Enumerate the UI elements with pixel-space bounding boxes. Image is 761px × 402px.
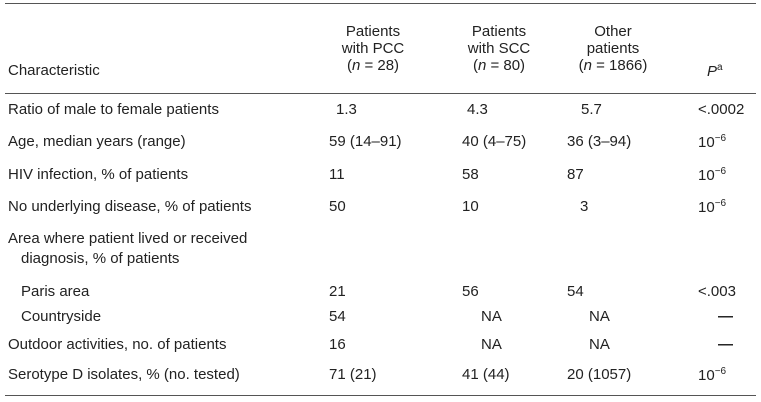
table-header-rule [5,93,756,94]
cell-p: — [718,336,733,353]
cell-p: 10−6 [698,133,727,151]
header-scc: Patients with SCC (n = 80) [444,23,554,74]
row-label: HIV infection, % of patients [8,166,189,183]
header-other-line2: patients [586,40,640,57]
header-scc-n: (n = 80) [472,57,526,74]
cell-pcc: 21 [329,283,346,300]
cell-pcc: 59 (14–91) [329,133,402,150]
header-other: Other patients (n = 1866) [548,23,678,74]
cell-p: <.0002 [698,101,745,118]
row-label: Ratio of male to female patients [8,101,219,118]
row-label: Age, median years (range) [8,133,186,150]
row-label: Area where patient lived or received [8,230,248,247]
cell-pcc: 50 [329,198,346,215]
cell-p: — [718,308,733,325]
header-pcc-n: (n = 28) [346,57,400,74]
cell-scc: 40 (4–75) [462,133,527,150]
cell-pcc: 16 [329,336,346,353]
cell-other: NA [589,336,610,353]
cell-scc: 41 (44) [462,366,510,383]
cell-pcc: 11 [329,166,345,183]
cell-scc: NA [481,308,502,325]
row-label: Paris area [21,283,90,300]
row-label-continuation: diagnosis, % of patients [21,250,180,267]
row-label: No underlying disease, % of patients [8,198,252,215]
cell-scc: 56 [462,283,479,300]
cell-other: NA [589,308,610,325]
header-p-sup: a [717,62,723,73]
cell-p: 10−6 [698,198,727,216]
header-other-n: (n = 1866) [578,57,648,74]
header-p-letter: P [707,63,718,80]
cell-p: 10−6 [698,166,727,184]
cell-p: <.003 [698,283,736,300]
row-label: Outdoor activities, no. of patients [8,336,227,353]
table-top-rule [5,3,756,4]
header-pcc-line1: Patients [345,23,401,40]
cell-scc: NA [481,336,502,353]
cell-other: 20 (1057) [567,366,632,383]
table-bottom-rule [5,395,756,396]
cell-pcc: 71 (21) [329,366,377,383]
header-pcc-line2: with PCC [341,40,405,57]
cell-other: 3 [580,198,589,215]
cell-p: 10−6 [698,366,727,384]
cell-pcc: 1.3 [336,101,357,118]
header-other-line1: Other [594,23,632,40]
cell-other: 87 [567,166,584,183]
header-scc-line2: with SCC [467,40,531,57]
header-pcc: Patients with PCC (n = 28) [318,23,428,74]
row-label: Countryside [21,308,102,325]
cell-other: 5.7 [581,101,602,118]
cell-other: 54 [567,283,584,300]
header-characteristic: Characteristic [8,62,100,79]
header-scc-line1: Patients [471,23,527,40]
row-label: Serotype D isolates, % (no. tested) [8,366,240,383]
cell-pcc: 54 [329,308,346,325]
cell-scc: 58 [462,166,479,183]
header-p: Pa [707,62,723,80]
cell-scc: 4.3 [467,101,488,118]
cell-other: 36 (3–94) [567,133,632,150]
cell-scc: 10 [462,198,479,215]
